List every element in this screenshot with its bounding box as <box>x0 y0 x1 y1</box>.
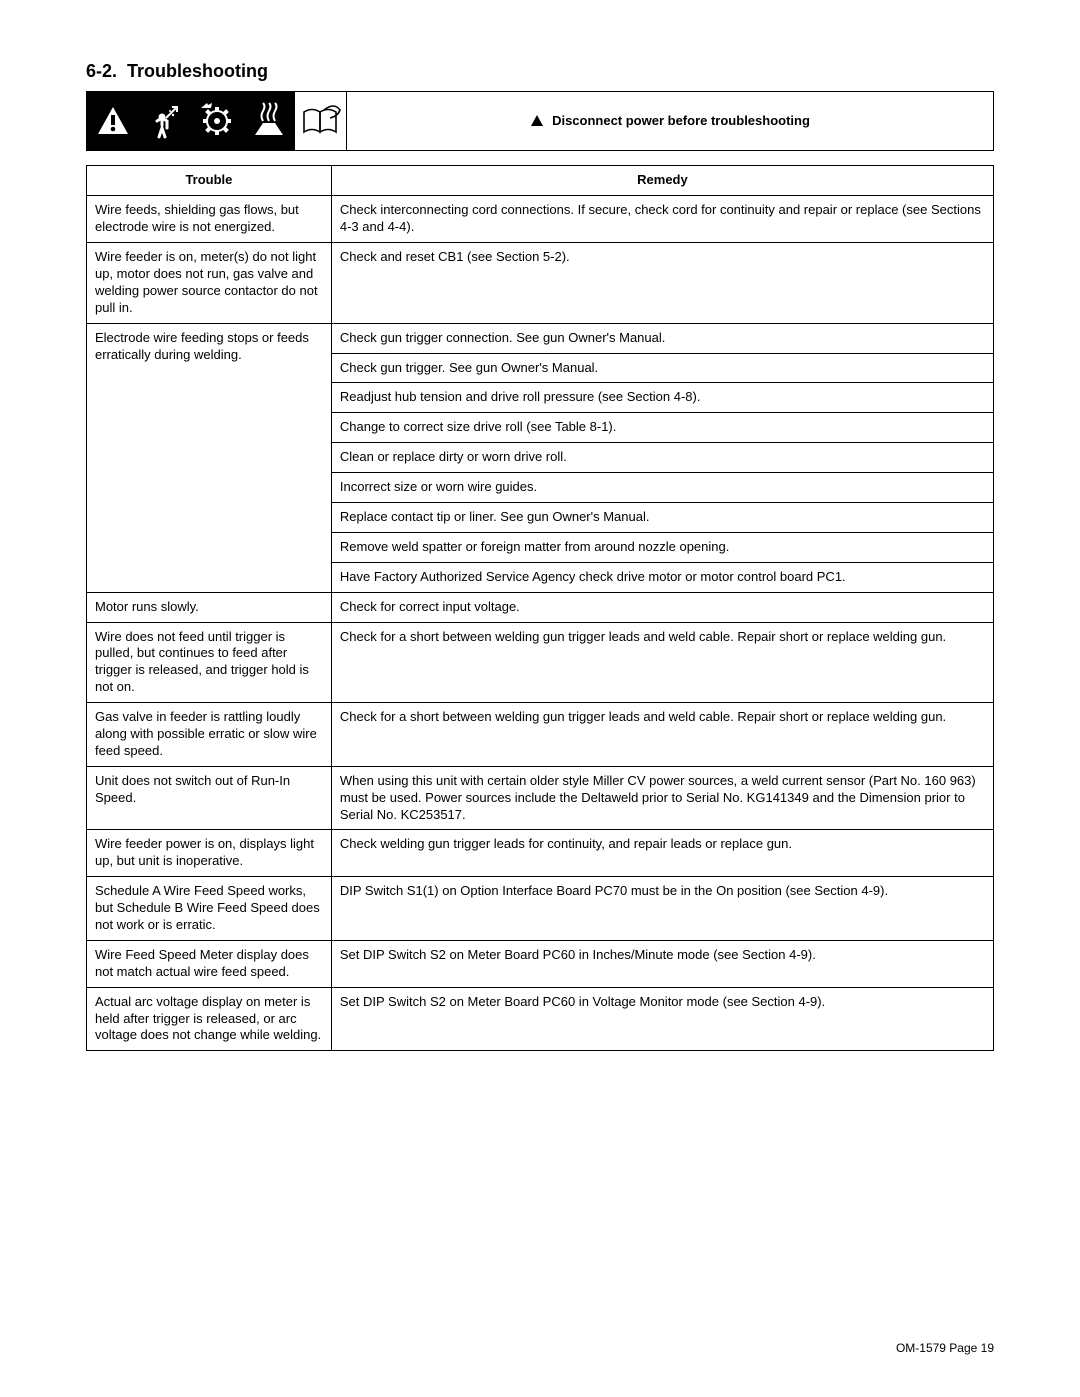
remedy-cell: Set DIP Switch S2 on Meter Board PC60 in… <box>331 940 993 987</box>
remedy-cell: Check interconnecting cord connections. … <box>331 196 993 243</box>
trouble-cell: Actual arc voltage display on meter is h… <box>87 987 332 1051</box>
remedy-cell: Check welding gun trigger leads for cont… <box>331 830 993 877</box>
trouble-cell: Wire feeder power is on, displays light … <box>87 830 332 877</box>
warning-icon-strip <box>87 92 347 150</box>
hot-surface-icon <box>243 92 295 150</box>
read-manual-icon <box>295 92 347 150</box>
remedy-cell: Set DIP Switch S2 on Meter Board PC60 in… <box>331 987 993 1051</box>
remedy-cell: DIP Switch S1(1) on Option Interface Boa… <box>331 877 993 941</box>
page-footer: OM-1579 Page 19 <box>896 1341 994 1357</box>
remedy-cell: Check gun trigger. See gun Owner's Manua… <box>331 353 993 383</box>
remedy-cell: Check and reset CB1 (see Section 5-2). <box>331 243 993 324</box>
remedy-cell: Have Factory Authorized Service Agency c… <box>331 562 993 592</box>
table-row: Actual arc voltage display on meter is h… <box>87 987 994 1051</box>
trouble-cell: Wire feeder is on, meter(s) do not light… <box>87 243 332 324</box>
table-row: Schedule A Wire Feed Speed works, but Sc… <box>87 877 994 941</box>
table-row: Wire does not feed until trigger is pull… <box>87 622 994 703</box>
warning-triangle-icon <box>530 114 544 128</box>
trouble-cell: Wire does not feed until trigger is pull… <box>87 622 332 703</box>
remedy-cell: Check gun trigger connection. See gun Ow… <box>331 323 993 353</box>
table-body: Wire feeds, shielding gas flows, but ele… <box>87 196 994 1051</box>
table-row: Wire feeds, shielding gas flows, but ele… <box>87 196 994 243</box>
trouble-cell: Wire Feed Speed Meter display does not m… <box>87 940 332 987</box>
remedy-cell: Incorrect size or worn wire guides. <box>331 473 993 503</box>
trouble-cell: Schedule A Wire Feed Speed works, but Sc… <box>87 877 332 941</box>
section-title-text: Troubleshooting <box>127 61 268 81</box>
table-row: Unit does not switch out of Run-In Speed… <box>87 766 994 830</box>
flying-debris-icon <box>139 92 191 150</box>
caution-icon <box>87 92 139 150</box>
moving-parts-icon <box>191 92 243 150</box>
page: 6-2. Troubleshooting <box>0 0 1080 1397</box>
warning-text: Disconnect power before troubleshooting <box>552 113 810 130</box>
remedy-cell: Check for a short between welding gun tr… <box>331 622 993 703</box>
table-row: Wire feeder is on, meter(s) do not light… <box>87 243 994 324</box>
remedy-cell: When using this unit with certain older … <box>331 766 993 830</box>
remedy-cell: Check for correct input voltage. <box>331 592 993 622</box>
remedy-cell: Replace contact tip or liner. See gun Ow… <box>331 502 993 532</box>
table-row: Wire Feed Speed Meter display does not m… <box>87 940 994 987</box>
section-title: 6-2. Troubleshooting <box>86 60 994 83</box>
remedy-cell: Clean or replace dirty or worn drive rol… <box>331 443 993 473</box>
table-row: Wire feeder power is on, displays light … <box>87 830 994 877</box>
trouble-cell: Gas valve in feeder is rattling loudly a… <box>87 703 332 767</box>
header-trouble: Trouble <box>87 166 332 196</box>
remedy-cell: Readjust hub tension and drive roll pres… <box>331 383 993 413</box>
remedy-cell: Remove weld spatter or foreign matter fr… <box>331 532 993 562</box>
warning-banner: Disconnect power before troubleshooting <box>86 91 994 151</box>
table-row: Gas valve in feeder is rattling loudly a… <box>87 703 994 767</box>
remedy-cell: Check for a short between welding gun tr… <box>331 703 993 767</box>
table-row: Electrode wire feeding stops or feeds er… <box>87 323 994 353</box>
trouble-cell: Unit does not switch out of Run-In Speed… <box>87 766 332 830</box>
trouble-cell: Motor runs slowly. <box>87 592 332 622</box>
troubleshooting-table: Trouble Remedy Wire feeds, shielding gas… <box>86 165 994 1051</box>
trouble-cell: Wire feeds, shielding gas flows, but ele… <box>87 196 332 243</box>
table-row: Motor runs slowly.Check for correct inpu… <box>87 592 994 622</box>
warning-text-area: Disconnect power before troubleshooting <box>347 92 993 150</box>
section-number: 6-2. <box>86 61 117 81</box>
table-header-row: Trouble Remedy <box>87 166 994 196</box>
header-remedy: Remedy <box>331 166 993 196</box>
trouble-cell: Electrode wire feeding stops or feeds er… <box>87 323 332 592</box>
remedy-cell: Change to correct size drive roll (see T… <box>331 413 993 443</box>
